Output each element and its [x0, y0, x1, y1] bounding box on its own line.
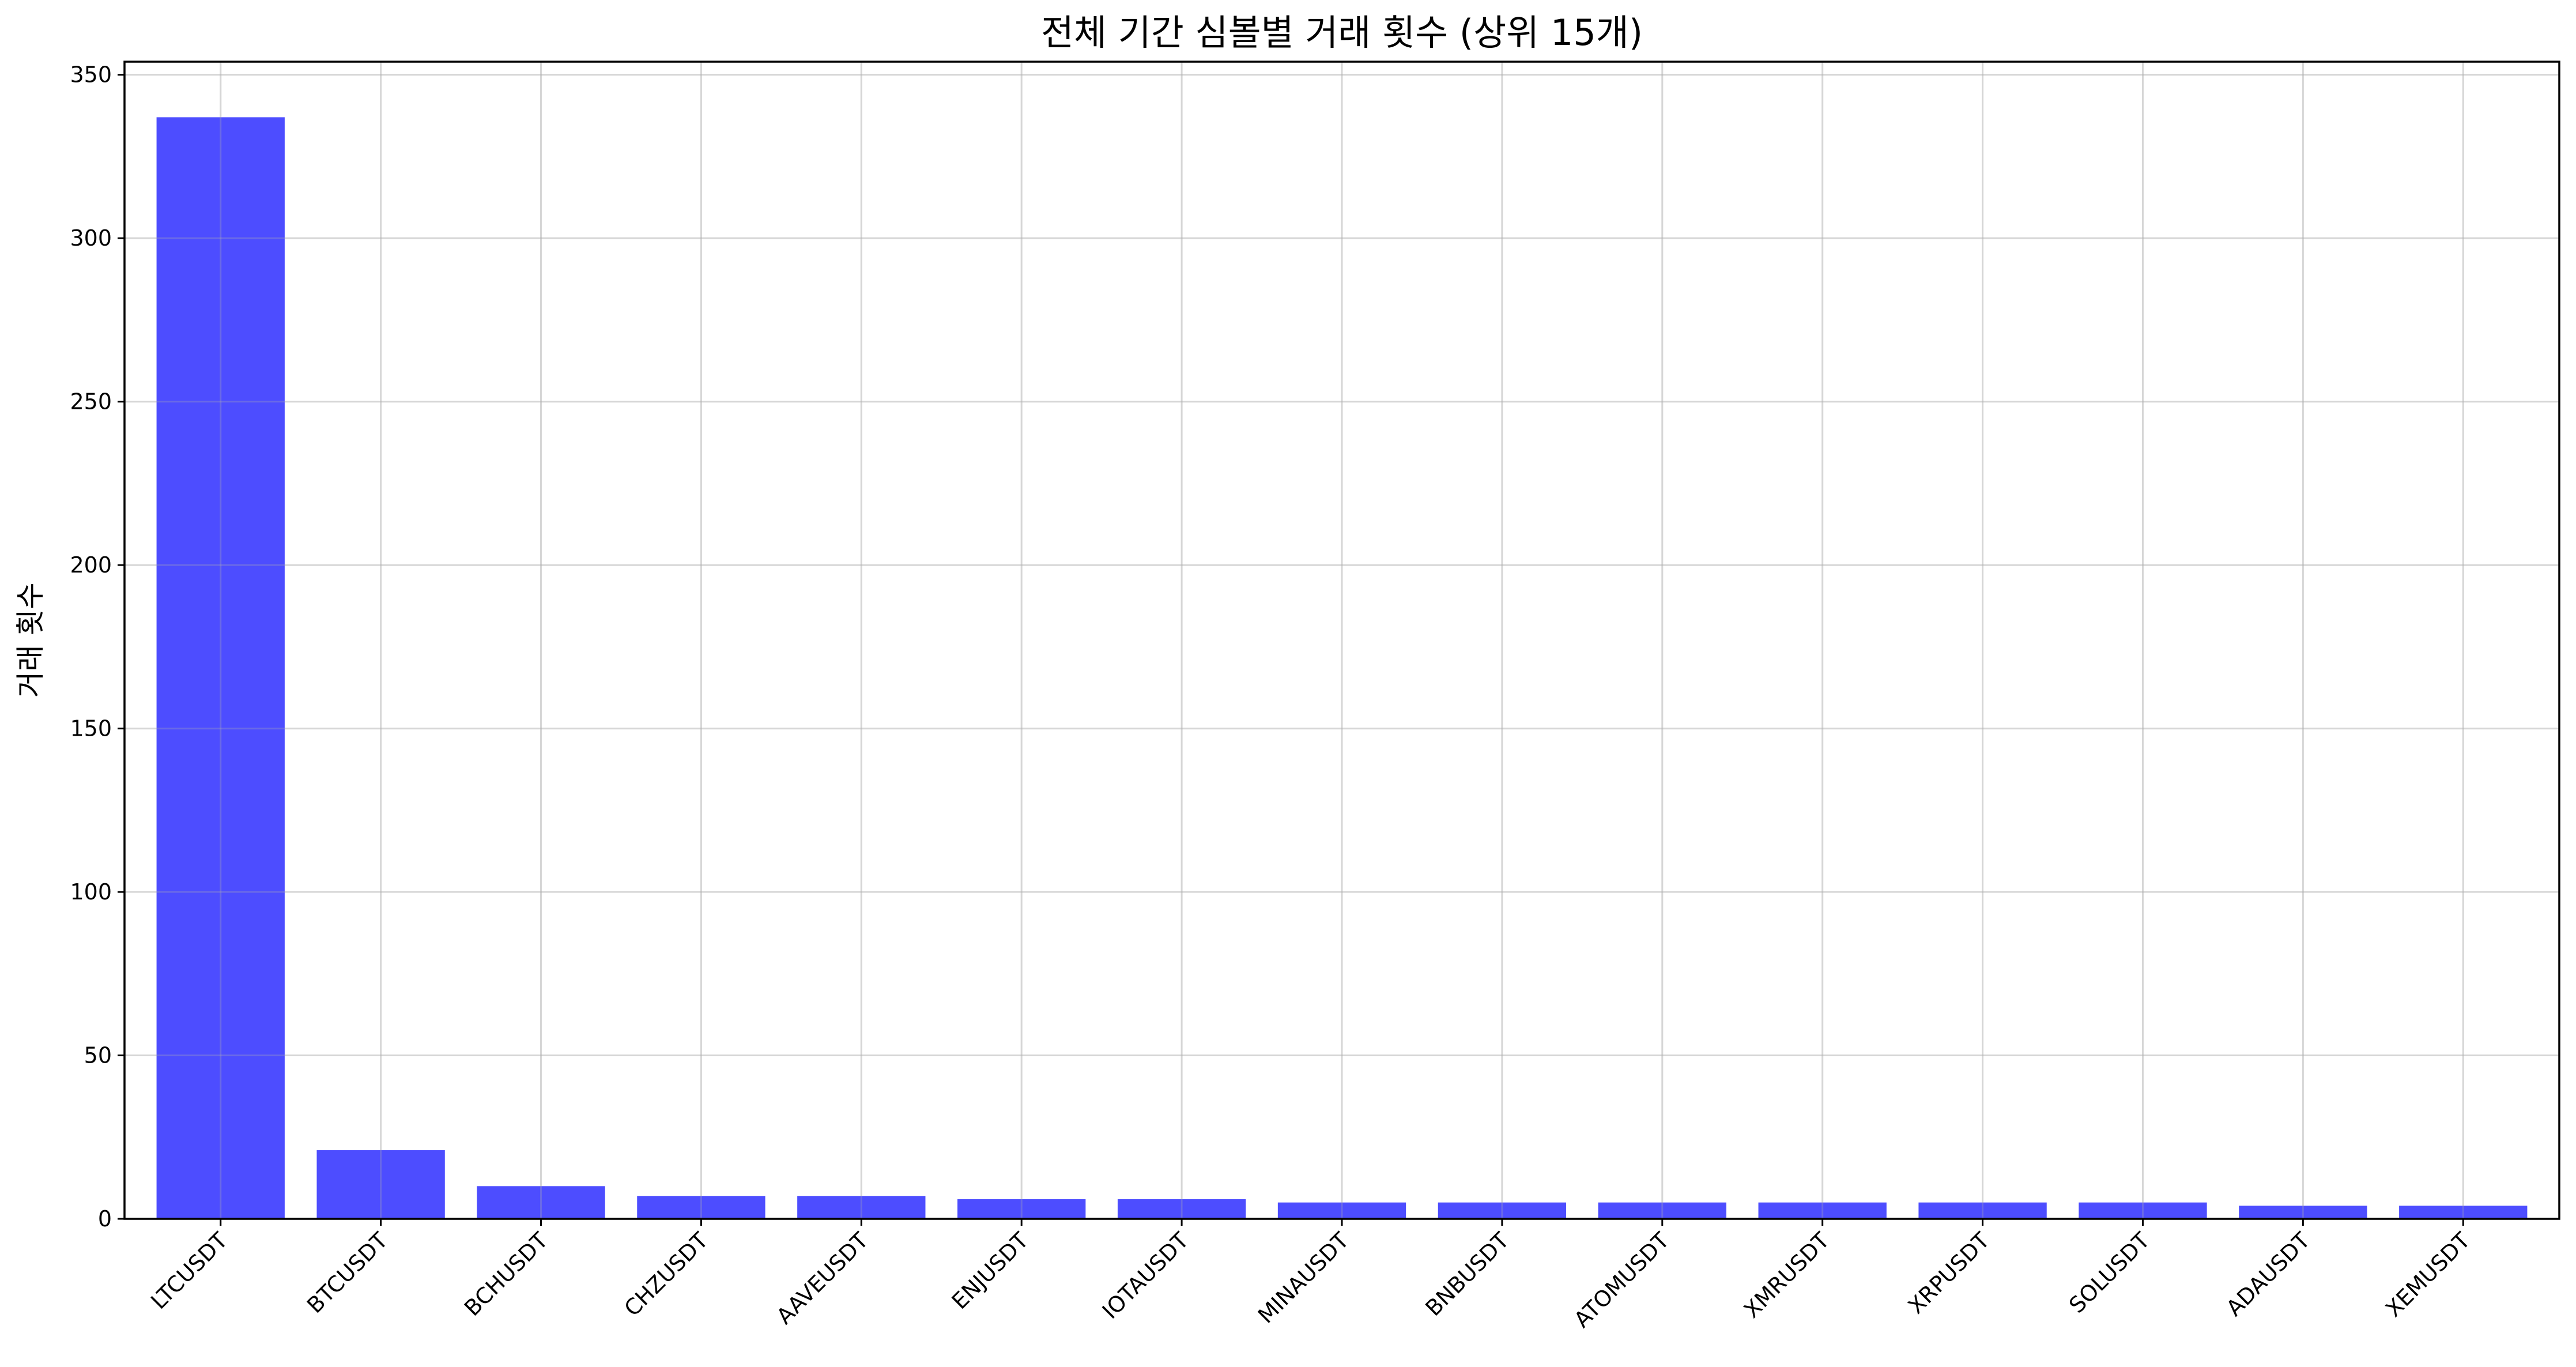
x-tick-label: XEMUSDT: [2381, 1227, 2475, 1322]
bars: [125, 62, 2559, 1219]
x-tick-label: IOTAUSDT: [1097, 1227, 1194, 1324]
x-tick-label: BTCUSDT: [302, 1227, 393, 1319]
y-tick-label: 0: [98, 1206, 112, 1232]
y-tick-label: 200: [70, 552, 112, 578]
x-tick-label: XRPUSDT: [1903, 1227, 1995, 1319]
y-tick-label: 150: [70, 716, 112, 741]
x-tick-label: ATOMUSDT: [1569, 1227, 1674, 1333]
chart-title: 전체 기간 심볼별 거래 횟수 (상위 15개): [1041, 12, 1643, 54]
x-tick-label: BNBUSDT: [1420, 1227, 1514, 1321]
x-tick-label: AAVEUSDT: [772, 1227, 874, 1330]
x-tick-label: CHZUSDT: [619, 1227, 713, 1321]
x-tick-label: ADAUSDT: [2222, 1227, 2315, 1321]
x-tick-label: MINAUSDT: [1253, 1227, 1354, 1328]
x-tick-label: XMRUSDT: [1739, 1227, 1835, 1323]
y-tick-label: 350: [70, 62, 112, 88]
x-tick-label: LTCUSDT: [146, 1227, 232, 1314]
x-tick-label: SOLUSDT: [2064, 1227, 2155, 1318]
x-tick-label: ENJUSDT: [947, 1227, 1034, 1314]
x-tick-label: BCHUSDT: [459, 1227, 553, 1321]
y-tick-label: 100: [70, 879, 112, 905]
y-tick-label: 300: [70, 225, 112, 251]
y-axis-label: 거래 횟수: [14, 583, 47, 698]
y-axis-ticks: 0 50 100 150 200 250 300 350: [70, 62, 125, 1232]
x-axis-ticks: LTCUSDT BTCUSDT BCHUSDT CHZUSDT AAVEUSDT ENJU…: [146, 1219, 2475, 1332]
y-tick-label: 50: [84, 1043, 112, 1068]
y-tick-label: 250: [70, 389, 112, 415]
